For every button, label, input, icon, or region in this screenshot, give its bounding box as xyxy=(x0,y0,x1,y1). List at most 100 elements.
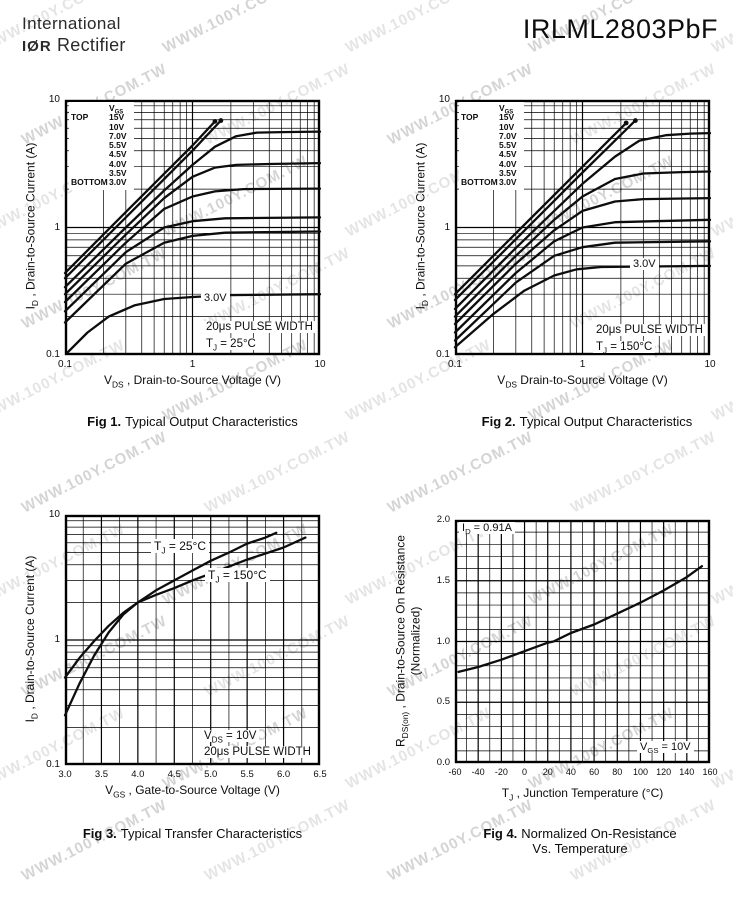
legend-value: 3.5V xyxy=(499,168,517,179)
x-tick-label: 100 xyxy=(632,767,648,777)
x-tick-label: 6.5 xyxy=(313,769,327,780)
watermark-text: WWW.100Y.COM.TW xyxy=(159,0,311,57)
curve-vgs-15v xyxy=(453,121,628,296)
curve-vgs-7.0v xyxy=(453,131,712,311)
curve-end-dot xyxy=(212,118,218,124)
legend-bottom-label: BOTTOM xyxy=(461,177,498,187)
y-tick-label: 0.1 xyxy=(436,349,450,360)
plot-border xyxy=(454,519,711,764)
curve-vgs-3.5v xyxy=(453,240,712,342)
ir-logo-mark: IØR xyxy=(22,38,52,55)
x-tick-label: -20 xyxy=(494,767,508,777)
fig3-plot: ID , Drain-to-Source Current (A) VGS , G… xyxy=(23,509,327,799)
fig4-x-axis-label: TJ , Junction Temperature (°C) xyxy=(501,786,664,803)
curve-end-dot xyxy=(633,118,638,123)
y-tick-label: 0.5 xyxy=(436,696,450,708)
fig1-caption: Fig 1. Typical Output Characteristics xyxy=(87,414,298,429)
curve-end-dot xyxy=(623,120,629,126)
logo-line2: IØR Rectifier xyxy=(22,35,126,56)
curve-vgs-3.5v xyxy=(63,230,322,324)
curve-vgs-4.5v xyxy=(453,196,712,326)
chart-canvas-fig2 xyxy=(453,99,712,356)
curve-vgs-7.0v xyxy=(63,130,322,289)
legend-header: VGS xyxy=(109,103,124,116)
x-tick-label: 5.5 xyxy=(240,769,254,780)
curve-vgs-10v xyxy=(63,119,223,280)
curve-vgs-4.0v xyxy=(63,216,322,313)
fig4-caption: Fig 4. Normalized On-Resistance Vs. Tempe… xyxy=(483,826,677,856)
plot-border xyxy=(64,99,321,356)
y-tick-label: 1 xyxy=(444,221,450,233)
fig1-plot: ID , Drain-to-Source Current (A) VDS , D… xyxy=(24,94,326,389)
fig3-vds-note: VDS = 10V xyxy=(201,730,260,744)
y-tick-label: 0.0 xyxy=(436,757,450,768)
x-tick-label: 4.0 xyxy=(131,769,145,780)
x-tick-label: 1 xyxy=(579,359,586,370)
y-tick-label: 1.0 xyxy=(436,635,450,647)
fig3-x-axis-label: VGS , Gate-to-Source Voltage (V) xyxy=(105,783,280,800)
watermark-text: WWW.100Y.COM.TW xyxy=(18,428,170,517)
y-tick-label: 10 xyxy=(48,509,60,520)
watermark-text: WWW.100Y.COM.TW xyxy=(342,0,494,57)
watermark-text: WWW.100Y.COM.TW xyxy=(708,152,733,241)
fig2-x-axis-label: VDS Drain-to-Source Voltage (V) xyxy=(497,373,668,390)
fig3-caption: Fig 3. Typical Transfer Characteristics xyxy=(82,826,303,841)
fig4-plot: RDS(on) , Drain-to-Source On Resistance … xyxy=(394,514,718,802)
fig1-vgs-legend: TOP BOTTOM VGS 15V 10V 7.0V 5.5V 4.5V 4.… xyxy=(69,102,134,190)
plot-border xyxy=(64,514,321,766)
legend-value: 4.0V xyxy=(499,158,517,169)
fig2-vgs-legend: TOP BOTTOM VGS 15V 10V 7.0V 5.5V 4.5V 4.… xyxy=(459,102,524,190)
curve-vgs-4.5v xyxy=(63,187,322,304)
watermark-text: WWW.100Y.COM.TW xyxy=(708,704,733,793)
y-tick-label: 1.5 xyxy=(436,574,450,586)
x-tick-label: -40 xyxy=(471,767,485,777)
fig2-tj-note: TJ = 150°C xyxy=(593,341,656,355)
part-number-title: IRLML2803PbF xyxy=(522,14,718,44)
y-tick-label: 10 xyxy=(48,94,60,105)
legend-value: 3.0V xyxy=(499,177,517,188)
y-tick-label: 10 xyxy=(438,94,450,105)
watermark-text: WWW.100Y.COM.TW xyxy=(567,428,719,517)
x-tick-label: 4.5 xyxy=(167,769,181,780)
x-tick-label: 120 xyxy=(656,767,672,777)
fig4-vgs-note: VGS = 10V xyxy=(637,741,694,755)
x-tick-label: 0 xyxy=(522,767,528,777)
legend-value: 10V xyxy=(499,121,515,132)
x-tick-label: -60 xyxy=(448,767,462,777)
ir-logo: International IØR Rectifier xyxy=(22,14,126,56)
chart-canvas-fig3 xyxy=(63,514,321,766)
logo-line1: International xyxy=(22,14,121,33)
x-tick-label: 3.5 xyxy=(94,769,109,780)
x-tick-label: 0.1 xyxy=(58,359,72,370)
x-tick-label: 140 xyxy=(679,767,695,777)
watermark-text: WWW.100Y.COM.TW xyxy=(201,428,353,517)
chart-canvas-fig4 xyxy=(454,519,711,764)
x-tick-label: 10 xyxy=(314,359,326,370)
curve-tj-25-c xyxy=(63,531,278,717)
legend-value: 3.0V xyxy=(109,177,127,188)
legend-top-label: TOP xyxy=(71,112,89,122)
legend-bottom-label: BOTTOM xyxy=(71,177,108,187)
y-tick-label: 1 xyxy=(54,221,60,233)
curve-end-dot xyxy=(218,118,224,123)
legend-value: 4.5V xyxy=(499,149,517,160)
curve-vgs-5.5v xyxy=(63,161,322,296)
fig1-pulse-width-note: 20μs PULSE WIDTH xyxy=(203,321,316,333)
x-tick-label: 80 xyxy=(612,767,623,777)
fig2-caption: Fig 2. Typical Output Characteristics xyxy=(481,414,693,429)
x-tick-label: 6.0 xyxy=(276,769,291,780)
legend-value: 10V xyxy=(109,121,125,132)
fig2-pulse-width-note: 20μs PULSE WIDTH xyxy=(593,324,706,336)
fig3-tj25-label: TJ = 25°C xyxy=(151,539,210,555)
legend-value: 4.0V xyxy=(109,158,127,169)
watermark-text: WWW.100Y.COM.TW xyxy=(708,336,733,425)
curve-vgs-3.0v xyxy=(453,264,712,349)
legend-header: VGS xyxy=(499,103,514,116)
watermark-text: WWW.100Y.COM.TW xyxy=(384,428,536,517)
legend-value: 15V xyxy=(109,112,125,123)
legend-value: 15V xyxy=(499,112,515,123)
x-tick-label: 60 xyxy=(589,767,600,777)
x-tick-label: 5.0 xyxy=(204,769,218,780)
fig1-curve-label-3v: 3.0V xyxy=(201,292,230,304)
y-tick-label: 1 xyxy=(54,634,60,645)
